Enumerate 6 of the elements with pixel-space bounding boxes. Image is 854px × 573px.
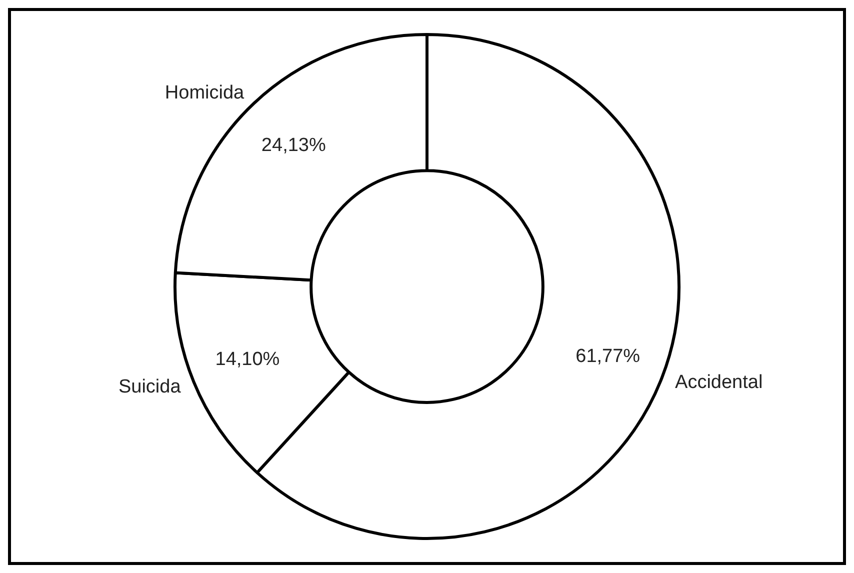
- slice-label: Suicida: [118, 376, 182, 398]
- data-label: 24,13%: [261, 134, 326, 156]
- data-label: 61,77%: [576, 346, 640, 367]
- slice-label: Homicida: [164, 82, 245, 104]
- data-label: 14,10%: [215, 349, 280, 370]
- slice-label: Accidental: [675, 372, 763, 393]
